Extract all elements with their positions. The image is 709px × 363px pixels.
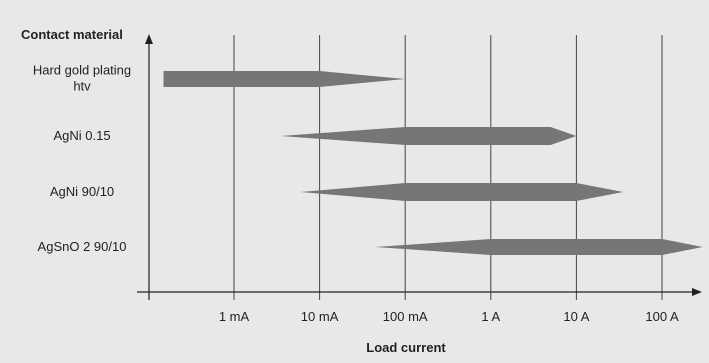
range-bar [280,127,577,145]
x-axis-title: Load current [366,340,446,355]
y-axis-title: Contact material [21,27,123,42]
x-axis-arrow [692,288,702,296]
x-tick-label: 1 mA [219,309,250,324]
range-bar [375,239,703,255]
x-tick-label: 1 A [481,309,500,324]
x-tick-label: 10 mA [301,309,339,324]
category-label: AgNi 0.15 [53,128,110,143]
axes [137,34,702,300]
category-label: Hard gold plating htv [33,63,131,94]
range-bar [300,183,623,201]
range-bar [163,71,406,87]
bars [163,71,703,255]
category-labels: Hard gold plating htv AgNi 0.15 AgNi 90/10 A… [33,63,131,255]
x-tick-labels: 1 mA 10 mA 100 mA 1 A 10 A 100 A [219,309,679,324]
x-tick-label: 10 A [563,309,589,324]
category-label: AgSnO 2 90/10 [38,239,127,254]
category-label: AgNi 90/10 [50,184,114,199]
x-tick-label: 100 A [645,309,679,324]
y-axis-arrow [145,34,153,44]
x-tick-label: 100 mA [383,309,428,324]
